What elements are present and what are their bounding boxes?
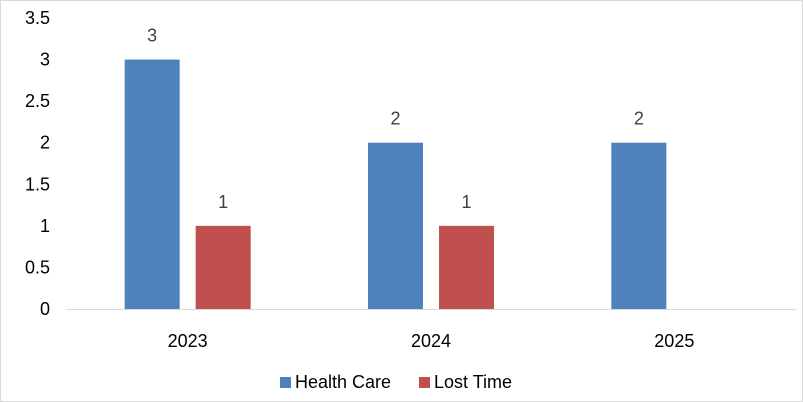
data-label-group: 3 1 2 1 2: [147, 26, 644, 212]
y-tick-label: 3: [40, 50, 50, 70]
x-tick-label: 2023: [168, 331, 208, 351]
y-tick-label: 0.5: [25, 257, 50, 277]
x-axis-tick-labels: 2023 2024 2025: [168, 331, 695, 351]
legend-label-health-care: Health Care: [295, 372, 391, 392]
bar-lost-time: [439, 225, 494, 309]
data-label-health-care: 3: [147, 26, 157, 46]
bar-health-care: [368, 142, 423, 309]
data-label-health-care: 2: [634, 109, 644, 129]
legend-label-lost-time: Lost Time: [434, 372, 512, 392]
bar-health-care: [611, 142, 667, 309]
legend-swatch-health-care: [280, 377, 291, 388]
y-tick-label: 2: [40, 133, 50, 153]
bar-health-care: [124, 59, 180, 310]
y-tick-label: 0: [40, 299, 50, 319]
y-tick-label: 1.5: [25, 174, 50, 194]
data-label-health-care: 2: [390, 109, 400, 129]
data-label-lost-time: 1: [218, 192, 228, 212]
bar-lost-time: [195, 225, 251, 309]
data-label-lost-time: 1: [461, 192, 471, 212]
x-tick-label: 2024: [411, 331, 451, 351]
x-tick-label: 2025: [654, 331, 694, 351]
y-tick-label: 2.5: [25, 91, 50, 111]
legend: Health Care Lost Time: [280, 372, 512, 392]
y-tick-label: 1: [40, 216, 50, 236]
y-axis-tick-labels: 0 0.5 1 1.5 2 2.5 3 3.5: [25, 8, 50, 319]
legend-swatch-lost-time: [419, 377, 430, 388]
bar-group: [124, 59, 667, 310]
y-tick-label: 3.5: [25, 8, 50, 28]
